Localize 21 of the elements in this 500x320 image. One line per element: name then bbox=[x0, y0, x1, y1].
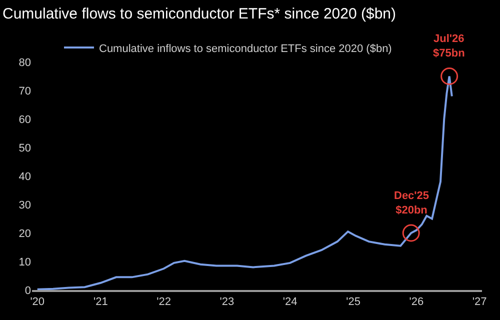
x-tick-label: '25 bbox=[346, 296, 360, 308]
x-tick-label: '27 bbox=[472, 296, 487, 308]
y-tick-label: 20 bbox=[18, 228, 31, 240]
x-tick-label: '22 bbox=[156, 296, 171, 308]
x-tick-label: '26 bbox=[409, 296, 424, 308]
y-tick-label: 70 bbox=[18, 85, 31, 98]
y-tick-label: 80 bbox=[18, 56, 31, 69]
y-tick-label: 10 bbox=[18, 256, 31, 268]
legend-label: Cumulative inflows to semiconductor ETFs since 2020 ($bn) bbox=[99, 42, 392, 55]
x-tick-label: '23 bbox=[220, 296, 234, 308]
x-tick-label: '21 bbox=[93, 296, 108, 308]
y-tick-label: 60 bbox=[18, 114, 31, 126]
x-tick-label: '20 bbox=[30, 296, 45, 308]
annotation: Jul'26 $75bn bbox=[433, 33, 466, 60]
y-tick-label: 0 bbox=[24, 284, 31, 297]
x-tick-label: '24 bbox=[282, 296, 298, 308]
y-tick-label: 50 bbox=[18, 142, 31, 154]
chart-title: Cumulative flows to semiconductor ETFs* since 2020 ($bn) bbox=[2, 6, 396, 22]
y-tick-label: 30 bbox=[18, 199, 31, 212]
y-tick-label: 40 bbox=[18, 170, 31, 183]
annotation: Dec'25 $20bn bbox=[394, 190, 430, 216]
